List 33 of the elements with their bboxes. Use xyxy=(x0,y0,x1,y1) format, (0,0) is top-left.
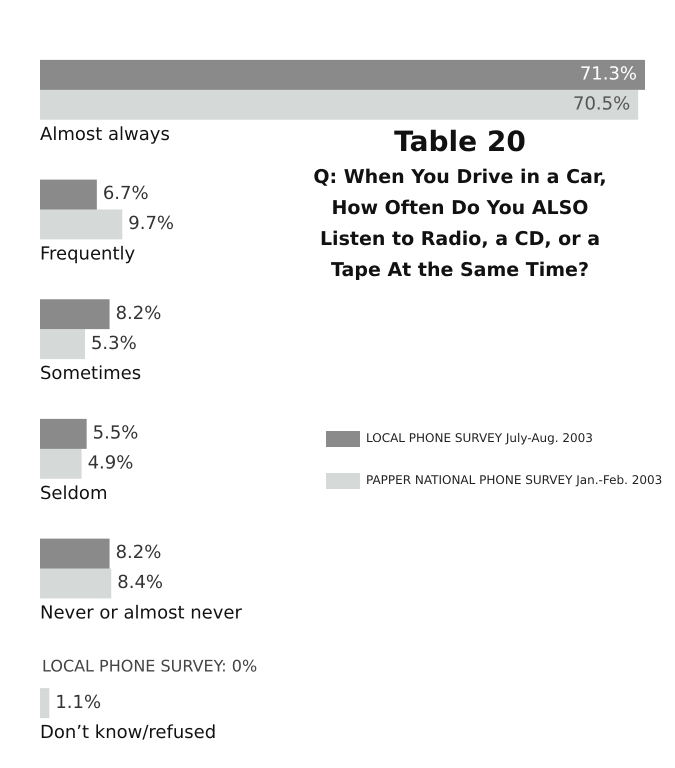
bar xyxy=(40,418,87,449)
y-tick-label: Seldom xyxy=(40,482,108,504)
bar xyxy=(40,210,122,240)
data-label: 4.9% xyxy=(88,452,134,474)
data-label: 8.2% xyxy=(116,542,162,564)
bar xyxy=(40,538,110,568)
legend-label: PAPPER NATIONAL PHONE SURVEY Jan.-Feb. 2003 xyxy=(366,473,662,488)
data-label: 6.7% xyxy=(102,183,149,204)
bar xyxy=(40,90,638,120)
bar xyxy=(40,299,110,330)
bar xyxy=(40,568,112,598)
y-tick-label: Sometimes xyxy=(40,363,142,384)
legend-label: LOCAL PHONE SURVEY July-Aug. 2003 xyxy=(366,431,593,446)
y-tick-label: Almost always xyxy=(40,124,170,145)
bar xyxy=(40,60,645,90)
data-label: 5.3% xyxy=(90,332,137,354)
data-label: 1.1% xyxy=(55,692,102,713)
bar xyxy=(40,688,50,718)
data-label: 5.5% xyxy=(92,422,138,444)
bar xyxy=(40,329,85,360)
y-tick-label: Frequently xyxy=(40,243,136,264)
annotation: LOCAL PHONE SURVEY: 0% xyxy=(42,656,258,676)
data-label: 71.3% xyxy=(580,64,637,85)
y-tick-label: Never or almost never xyxy=(40,602,242,624)
data-label: 8.2% xyxy=(116,302,162,324)
bar xyxy=(40,448,82,479)
bar xyxy=(40,180,97,210)
data-label: 8.4% xyxy=(117,572,164,594)
data-label: 9.7% xyxy=(128,213,174,234)
y-tick-label: Don’t know/refused xyxy=(40,722,216,744)
text: Q: When You Drive in a Car, How Often Do You ALSO Listen to Radio, a CD, or a Tape At the Same Time? xyxy=(312,165,608,283)
data-label: 70.5% xyxy=(573,93,630,114)
text: Table 20 xyxy=(393,125,527,158)
